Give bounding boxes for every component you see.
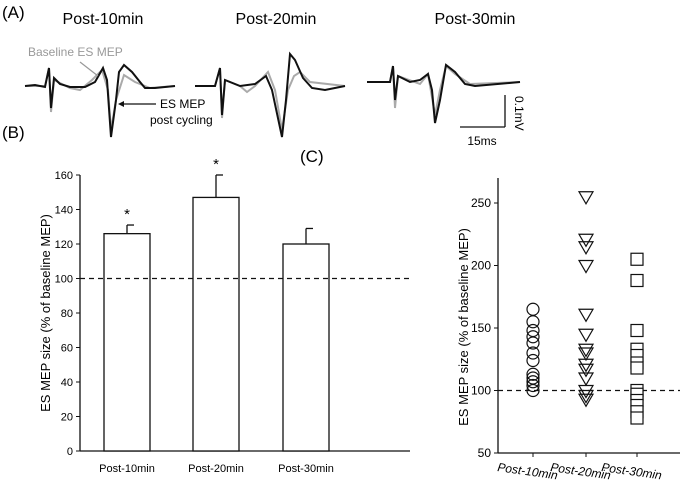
y-tick-label: 80 — [61, 308, 73, 320]
post-trace-label-2: post cycling — [150, 113, 213, 127]
y-tick-label: 140 — [55, 205, 73, 217]
trace-title-2: Post-20min — [236, 11, 317, 28]
y-tick-label: 40 — [61, 377, 73, 389]
square-marker — [630, 252, 644, 266]
baseline-trace-label: Baseline ES MEP — [28, 45, 123, 59]
baseline-arrow-icon — [79, 61, 99, 77]
significance-mark: * — [213, 156, 219, 173]
square-marker — [630, 411, 644, 425]
scale-label-time: 15ms — [467, 134, 496, 148]
triangle-marker — [577, 347, 595, 362]
square-marker — [630, 361, 644, 375]
y-tick-label: 200 — [471, 259, 491, 273]
circle-marker — [526, 383, 540, 398]
y-tick-label: 160 — [55, 170, 73, 182]
triangle-marker — [577, 308, 595, 323]
triangle-marker — [577, 191, 595, 205]
x-tick-label: Post-10min — [99, 463, 155, 475]
square-marker — [630, 323, 644, 338]
circle-marker — [526, 330, 540, 344]
x-tick-label: Post-20min — [188, 463, 244, 475]
scale-label-voltage: 0.1mV — [512, 96, 526, 131]
scatter-chart: 50100150200250Post-10minPost-20minPost-3… — [471, 178, 680, 482]
circle-marker — [526, 346, 540, 360]
y-tick-label: 100 — [55, 274, 73, 286]
circle-marker — [526, 353, 540, 368]
triangle-marker — [577, 328, 595, 343]
circle-marker — [526, 375, 540, 389]
y-tick-label: 250 — [471, 196, 491, 210]
triangle-marker — [577, 259, 595, 274]
bar — [282, 243, 330, 452]
post-trace-1 — [24, 63, 176, 138]
bar-y-label: ES MEP size (% of baseline MEP) — [38, 214, 53, 412]
triangle-marker — [577, 393, 595, 408]
bar — [103, 232, 151, 452]
mep-traces — [24, 51, 521, 138]
triangle-marker — [577, 363, 595, 378]
y-tick-label: 0 — [67, 446, 73, 458]
y-tick-label: 50 — [478, 446, 492, 460]
panel-label-b: (B) — [2, 123, 25, 142]
circle-marker — [526, 367, 540, 381]
triangle-marker — [577, 372, 595, 387]
circle-marker — [526, 315, 540, 329]
panel-label-c: (C) — [300, 147, 324, 166]
triangle-marker — [577, 241, 595, 255]
post-trace-label-1: ES MEP — [160, 97, 205, 111]
y-tick-label: 120 — [55, 239, 73, 251]
y-tick-label: 20 — [61, 412, 73, 424]
bar-chart: 0 20 40 60 80 100 120 140 160 * Post-10min * Post-20… — [55, 156, 410, 475]
post-arrow-head-icon — [118, 101, 124, 107]
circle-marker — [526, 378, 540, 393]
significance-mark: * — [124, 206, 130, 223]
y-tick-label: 150 — [471, 321, 491, 335]
panel-label-a: (A) — [2, 3, 25, 22]
baseline-trace-3 — [367, 64, 521, 116]
triangle-marker — [577, 389, 595, 404]
square-marker — [630, 273, 644, 288]
circle-marker — [526, 302, 540, 316]
bar — [192, 196, 240, 452]
circle-marker — [526, 336, 540, 350]
y-tick-label: 100 — [471, 384, 491, 398]
x-tick-label: Post-30min — [278, 463, 334, 475]
triangle-marker — [577, 358, 595, 373]
triangle-marker — [577, 384, 595, 399]
triangle-marker — [577, 343, 595, 358]
post-trace-3 — [367, 63, 521, 124]
trace-title-1: Post-10min — [63, 11, 144, 28]
trace-title-3: Post-30min — [435, 11, 516, 28]
post-trace-2 — [195, 51, 346, 138]
triangle-marker — [577, 233, 595, 248]
y-tick-label: 60 — [61, 343, 73, 355]
scatter-y-label: ES MEP size (% of baseline MEP) — [456, 228, 471, 426]
